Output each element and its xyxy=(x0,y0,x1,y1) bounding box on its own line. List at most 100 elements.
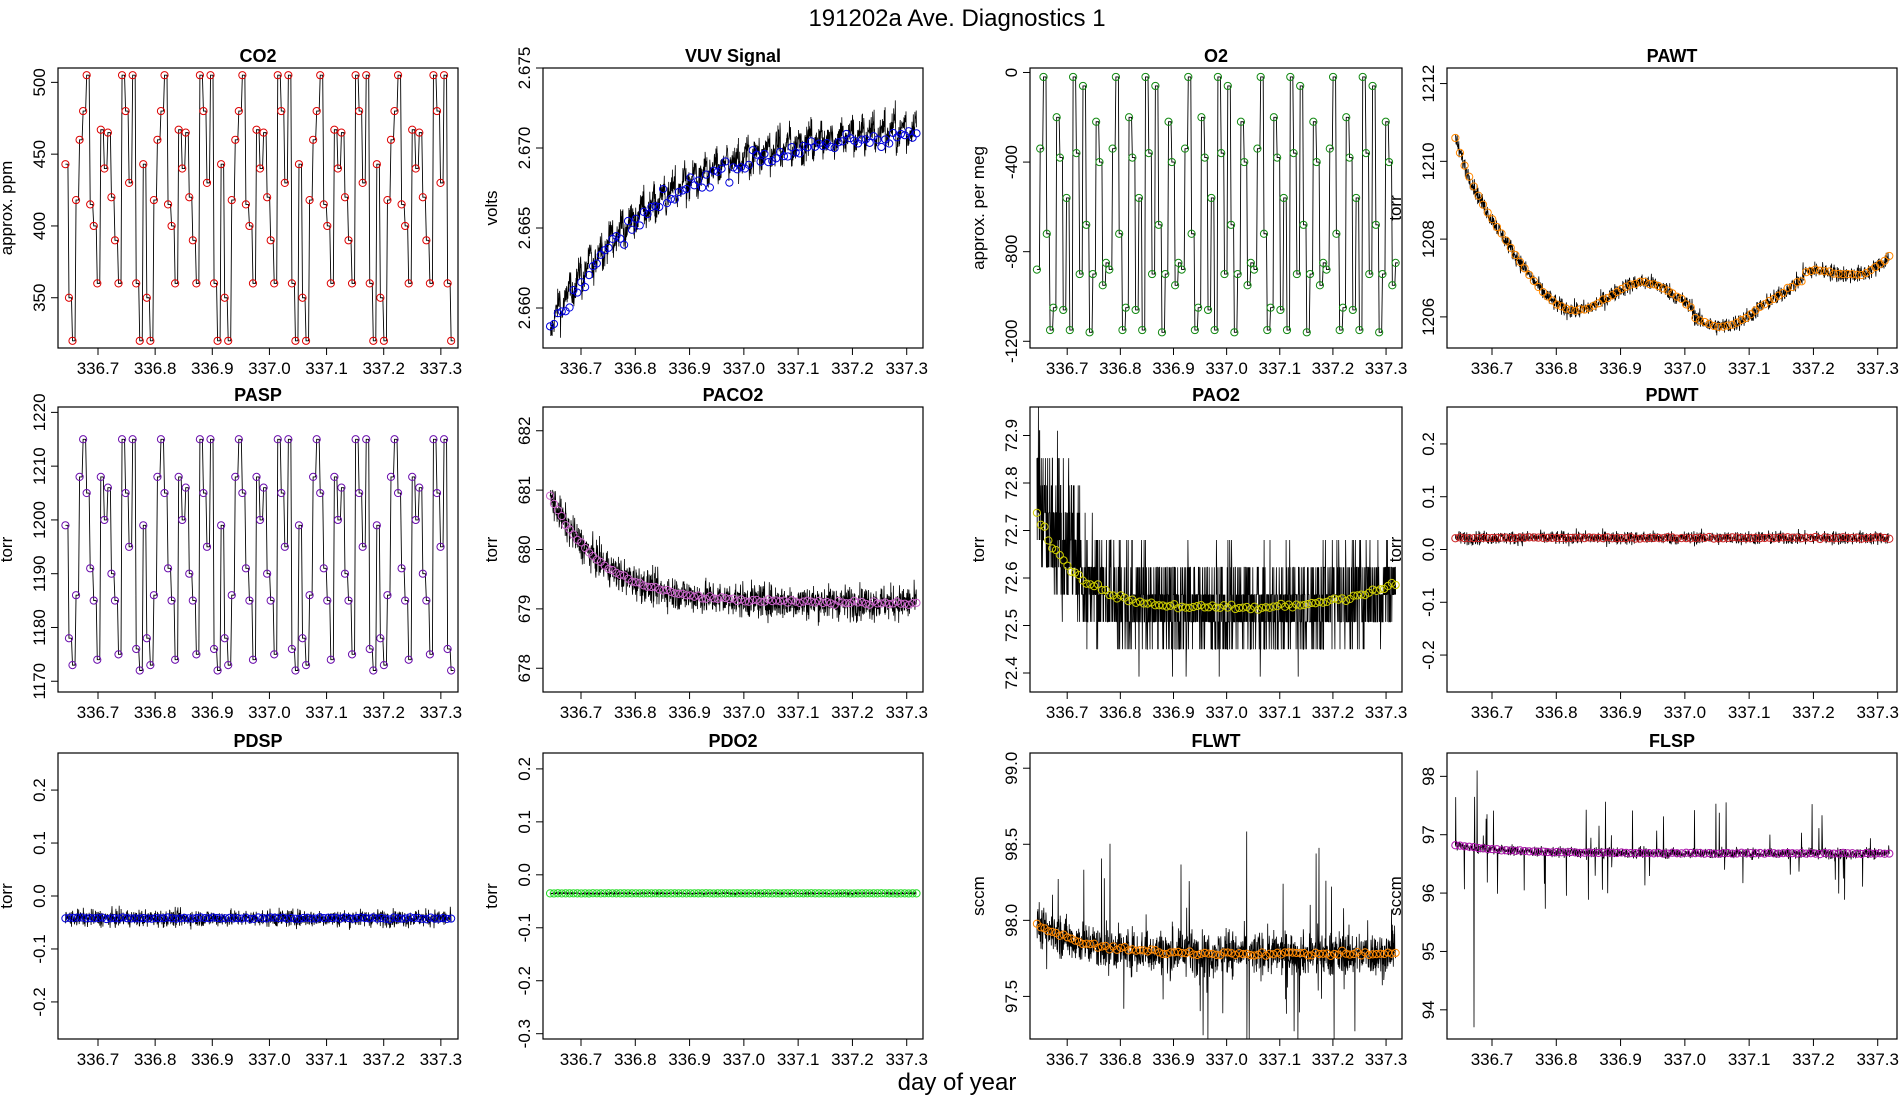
data-point xyxy=(892,597,902,606)
plot-frame xyxy=(57,67,459,349)
data-point xyxy=(429,71,438,80)
data-point xyxy=(1585,303,1594,312)
data-point xyxy=(426,913,435,922)
data-point xyxy=(252,125,261,134)
data-point xyxy=(565,525,574,534)
data-point xyxy=(171,655,180,664)
data-point xyxy=(287,279,297,288)
data-point xyxy=(1108,144,1117,153)
data-point xyxy=(1357,590,1366,599)
y-axis-label: torr xyxy=(482,536,501,562)
data-point xyxy=(1349,591,1358,600)
data-point xyxy=(912,129,921,138)
data-point xyxy=(135,666,144,675)
data-point xyxy=(1082,579,1091,588)
x-tick-label: 337.2 xyxy=(831,359,874,378)
data-point xyxy=(1128,945,1137,954)
data-point xyxy=(1603,848,1612,857)
data-point xyxy=(678,889,687,898)
data-point xyxy=(71,196,81,205)
data-point xyxy=(1677,294,1686,303)
data-point xyxy=(1520,264,1529,273)
data-point xyxy=(81,914,91,923)
x-tick-label: 336.9 xyxy=(1599,1050,1642,1069)
data-point xyxy=(721,889,730,898)
data-point xyxy=(1525,533,1534,542)
data-point xyxy=(573,288,582,297)
data-point xyxy=(301,661,311,670)
data-point xyxy=(1806,849,1815,858)
data-point xyxy=(1723,321,1732,330)
data-point xyxy=(1039,72,1048,82)
data-point xyxy=(1063,933,1072,942)
data-point xyxy=(184,914,193,923)
x-tick-label: 337.1 xyxy=(1728,703,1771,722)
data-point xyxy=(1802,533,1811,542)
data-point xyxy=(309,135,318,144)
data-point xyxy=(588,889,598,898)
data-point xyxy=(295,914,304,923)
data-point xyxy=(1190,325,1199,335)
data-point xyxy=(1566,533,1575,543)
data-point xyxy=(1695,533,1705,542)
data-point xyxy=(756,889,765,898)
data-point xyxy=(1783,283,1792,292)
data-point xyxy=(690,592,699,601)
data-point xyxy=(1231,950,1240,960)
data-point xyxy=(1063,561,1072,570)
data-point xyxy=(255,515,265,525)
data-point xyxy=(1635,848,1645,857)
data-point xyxy=(188,914,197,923)
data-point xyxy=(1751,849,1760,858)
data-point xyxy=(89,221,98,231)
data-point xyxy=(1709,534,1718,543)
data-point xyxy=(1265,603,1274,612)
data-point xyxy=(372,521,381,530)
data-point xyxy=(377,913,386,923)
data-point xyxy=(1566,305,1575,314)
data-point xyxy=(376,293,385,302)
x-tick-label: 337.1 xyxy=(777,359,820,378)
data-point xyxy=(386,472,396,482)
data-point xyxy=(1451,133,1460,143)
data-point xyxy=(1086,940,1095,949)
data-point xyxy=(1376,949,1385,958)
data-point xyxy=(783,152,792,161)
data-point xyxy=(838,598,847,607)
data-point xyxy=(1742,849,1751,858)
y-tick-label: 95 xyxy=(1419,942,1438,961)
data-point xyxy=(834,889,843,898)
x-tick-label: 337.3 xyxy=(885,359,928,378)
data-point xyxy=(1792,278,1802,287)
data-point xyxy=(1557,533,1566,542)
data-point xyxy=(266,236,275,245)
data-point xyxy=(1469,182,1478,191)
data-point xyxy=(178,515,187,525)
data-point xyxy=(752,150,761,159)
x-tick-label: 337.0 xyxy=(723,1050,766,1069)
data-point xyxy=(393,914,402,923)
data-point xyxy=(1265,949,1274,958)
y-tick-label: 1190 xyxy=(30,555,49,592)
series-line xyxy=(1455,528,1890,548)
data-point xyxy=(340,569,350,578)
data-point xyxy=(1115,229,1124,238)
data-point xyxy=(1217,149,1226,158)
data-point xyxy=(1700,317,1709,327)
data-point xyxy=(1866,533,1875,542)
data-point xyxy=(1492,845,1502,854)
panel-vuv-signal: VUV Signal volts 2.660 2.665 2.670 2.675 336.7… xyxy=(482,46,928,378)
data-point xyxy=(705,592,714,601)
data-point xyxy=(1174,947,1183,956)
data-point xyxy=(1732,533,1742,542)
data-point xyxy=(147,914,156,923)
data-point xyxy=(651,889,660,898)
data-point xyxy=(1299,220,1308,229)
data-point xyxy=(1839,270,1848,279)
data-point xyxy=(604,564,613,573)
data-point xyxy=(569,530,578,539)
data-point xyxy=(369,913,378,922)
data-point xyxy=(273,435,282,444)
data-point xyxy=(1719,534,1728,543)
data-point xyxy=(1571,848,1580,857)
